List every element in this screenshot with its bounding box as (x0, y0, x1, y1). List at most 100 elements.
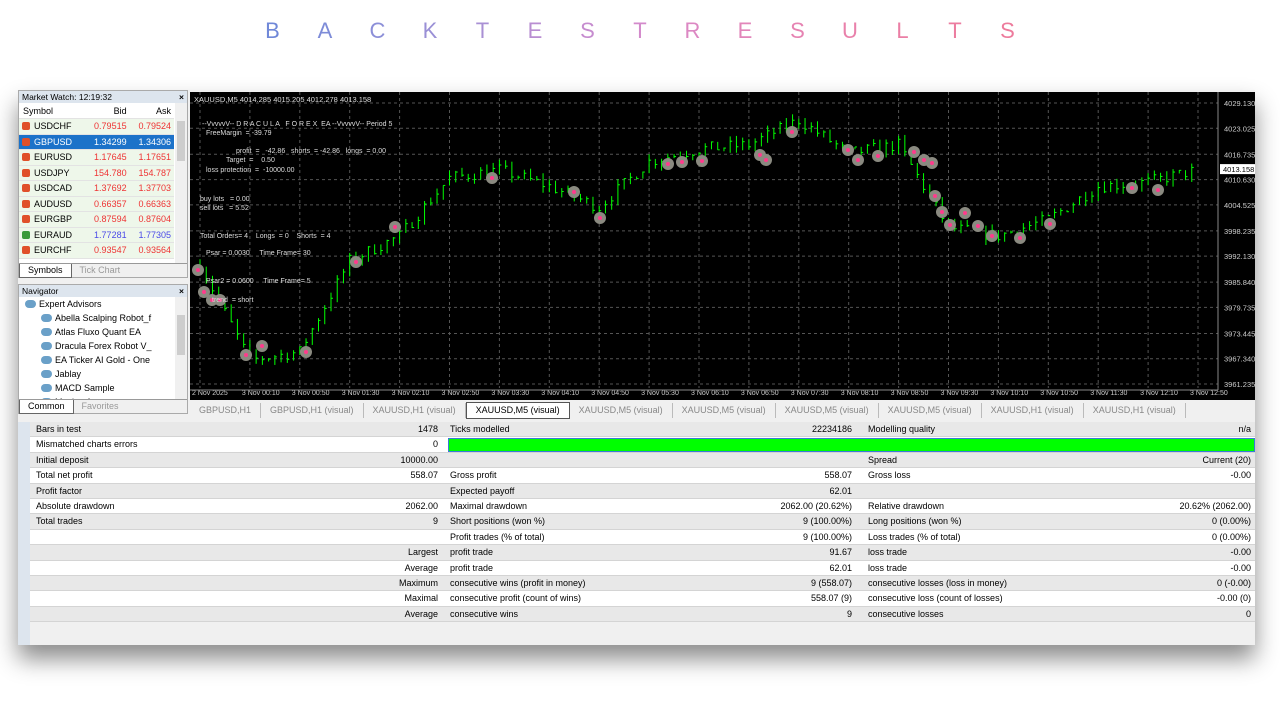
stat-label: Total trades (36, 516, 83, 527)
stat-label: Total net profit (36, 470, 93, 481)
time-tick: 3 Nov 00:50 (292, 390, 330, 397)
chart-tab[interactable]: XAUUSD,M5 (visual) (465, 402, 570, 419)
navigator-item-label: Jablay (55, 369, 82, 379)
navigator-item[interactable]: Atlas Fluxo Quant EA (19, 325, 174, 339)
stat-label: consecutive losses (868, 608, 944, 619)
trade-arrow-icon (846, 148, 850, 152)
time-tick: 3 Nov 05:30 (641, 390, 679, 397)
chart-tab[interactable]: XAUUSD,M5 (visual) (673, 403, 776, 418)
symbol-row[interactable]: AUDUSD 0.66357 0.66363 (19, 196, 174, 212)
stat-label: Bars in test (36, 424, 82, 434)
chart-tab[interactable]: XAUUSD,M5 (visual) (570, 403, 673, 418)
navigator-item[interactable]: EA Ticker AI Gold - One (19, 353, 174, 367)
chart-tab[interactable]: XAUUSD,H1 (visual) (364, 403, 466, 418)
stat-label (36, 591, 404, 605)
chart-tab[interactable]: XAUUSD,H1 (visual) (1084, 403, 1186, 418)
stat-label: Long positions (won %) (868, 516, 962, 527)
chart-tab[interactable]: XAUUSD,H1 (visual) (982, 403, 1084, 418)
current-price: 4013.158 (1223, 165, 1254, 174)
time-tick: 3 Nov 04:50 (591, 390, 629, 397)
ea-info-text: --VvvvvV-- D R A C U L A F O R E X EA --… (202, 121, 392, 128)
title-letter: L (896, 18, 909, 43)
expert-icon (41, 370, 52, 378)
col-symbol[interactable]: Symbol (19, 103, 86, 119)
stat-label: Loss trades (% of total) (868, 531, 961, 542)
symbol-row[interactable]: EURCHF 0.93547 0.93564 (19, 242, 174, 259)
trade-arrow-icon (260, 344, 264, 348)
report-row: Average profit trade 62.01 loss trade -0.00 (30, 560, 1255, 576)
stat-value: 20.62% (2062.00) (1179, 500, 1251, 511)
report-row: Initial deposit 10000.00 Spread Current (20… (30, 452, 1255, 469)
stat-value: 0 (432, 439, 438, 450)
chart-tab[interactable]: XAUUSD,M5 (visual) (776, 403, 879, 418)
scrollbar[interactable] (175, 103, 187, 263)
ask-price: 1.37703 (129, 180, 174, 197)
tab-common[interactable]: Common (19, 400, 74, 414)
close-icon[interactable]: × (179, 92, 184, 102)
stat-label: Expected payoff (450, 485, 515, 496)
stat-label: Modelling quality (868, 424, 936, 434)
price-tick: 3992.130 (1224, 252, 1255, 261)
chart-tab[interactable]: XAUUSD,M5 (visual) (879, 403, 982, 418)
navigator-item-label: Dracula Forex Robot V_ (55, 341, 152, 351)
symbol-row[interactable]: GBPUSD 1.34299 1.34306 (19, 134, 174, 150)
price-chart[interactable]: 4029.130 4023.025 4016.735 4010.630 4004.525… (190, 92, 1255, 400)
col-ask[interactable]: Ask (129, 103, 174, 119)
time-tick: 3 Nov 08:50 (891, 390, 929, 397)
tab-symbols[interactable]: Symbols (19, 264, 72, 278)
col-bid[interactable]: Bid (85, 103, 130, 119)
time-tick: 3 Nov 11:30 (1090, 390, 1127, 397)
title-letter: S (1000, 18, 1015, 43)
symbol-row[interactable]: EURAUD 1.77281 1.77305 (19, 227, 174, 243)
arrow-down-icon (22, 153, 30, 162)
symbol-row[interactable]: EURUSD 1.17645 1.17651 (19, 149, 174, 166)
ea-info-text: trend = short (212, 297, 253, 304)
scrollbar[interactable] (175, 297, 187, 399)
title-letter: E (737, 18, 753, 43)
close-icon[interactable]: × (179, 286, 184, 296)
report-row: Profit trades (% of total) 9 (100.00%) Los… (30, 529, 1255, 546)
trade-arrow-icon (1018, 236, 1022, 240)
bid-price: 1.37692 (85, 180, 130, 197)
navigator-item[interactable]: Jablay (19, 367, 174, 381)
title-letter: E (527, 18, 543, 43)
title-letter: S (580, 18, 595, 43)
symbol-row[interactable]: USDCAD 1.37692 1.37703 (19, 180, 174, 197)
tree-expert-advisors[interactable]: Expert Advisors (19, 297, 174, 311)
trade-arrow-icon (856, 158, 860, 162)
tab-tick-chart[interactable]: Tick Chart (79, 265, 121, 275)
expert-icon (25, 300, 36, 308)
time-tick: 3 Nov 01:30 (342, 390, 380, 397)
title-letter: K (422, 18, 438, 43)
symbol-name: EURUSD (34, 152, 73, 163)
stat-label: loss trade (868, 562, 908, 573)
navigator-item[interactable]: Abella Scalping Robot_f (19, 311, 174, 325)
navigator-item[interactable]: Dracula Forex Robot V_ (19, 339, 174, 353)
ask-price: 1.34306 (129, 134, 174, 150)
trade-arrow-icon (876, 154, 880, 158)
stat-value: 2062.00 (20.62%) (780, 500, 852, 511)
trade-arrow-icon (976, 224, 980, 228)
chart-tab[interactable]: GBPUSD,H1 (visual) (261, 403, 364, 418)
symbol-row[interactable]: USDCHF 0.79515 0.79524 (19, 118, 174, 135)
symbol-row[interactable]: USDJPY 154.780 154.787 (19, 165, 174, 181)
navigator-item-label: EA Ticker AI Gold - One (55, 355, 151, 365)
navigator-item-label: Abella Scalping Robot_f (55, 313, 152, 323)
tab-favorites[interactable]: Favorites (81, 401, 119, 411)
time-tick: 3 Nov 06:10 (691, 390, 729, 397)
symbol-name: USDCAD (34, 183, 73, 194)
time-tick: 3 Nov 03:30 (491, 390, 529, 397)
chart-tab[interactable]: GBPUSD,H1 (190, 403, 262, 418)
current-price-box (1220, 164, 1255, 175)
arrow-down-icon (22, 246, 30, 255)
ea-info-text: Psar2 = 0.0600 Time Frame= 5 (206, 278, 311, 285)
mt4-window: Market Watch: 12:19:32 × Symbol Bid Ask U… (18, 90, 1255, 645)
navigator-item[interactable]: MACD Sample (19, 381, 174, 395)
price-tick: 3961.235 (1224, 380, 1255, 389)
trade-arrow-icon (218, 298, 222, 302)
stat-value: 10000.00 (400, 454, 438, 465)
title-letter: A (317, 18, 333, 43)
stat-label: loss trade (868, 547, 908, 558)
stat-label: consecutive wins (450, 608, 519, 619)
symbol-row[interactable]: EURGBP 0.87594 0.87604 (19, 211, 174, 228)
